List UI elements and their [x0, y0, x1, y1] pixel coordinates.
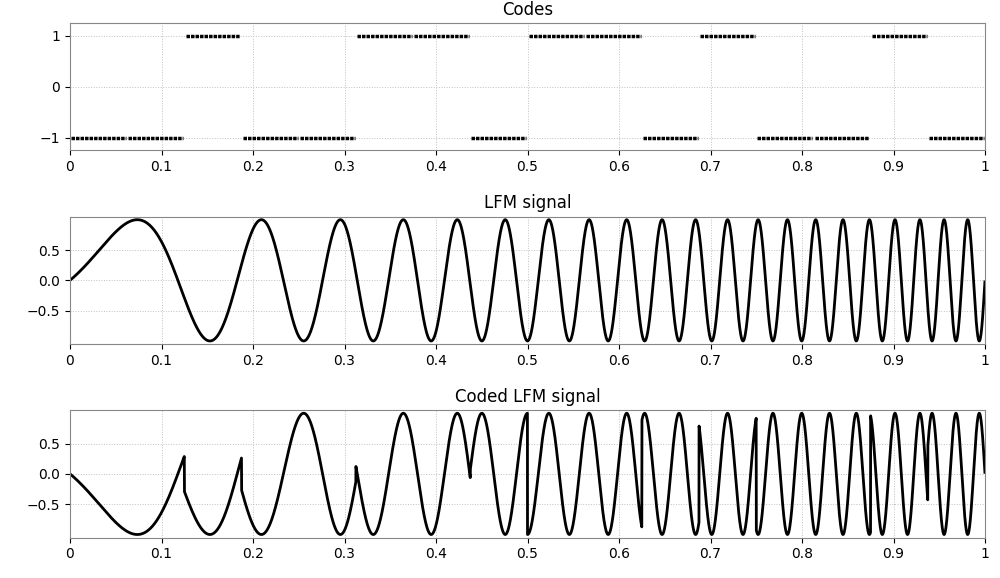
Title: Coded LFM signal: Coded LFM signal — [455, 388, 600, 406]
Title: Codes: Codes — [502, 1, 553, 19]
Title: LFM signal: LFM signal — [484, 194, 571, 212]
